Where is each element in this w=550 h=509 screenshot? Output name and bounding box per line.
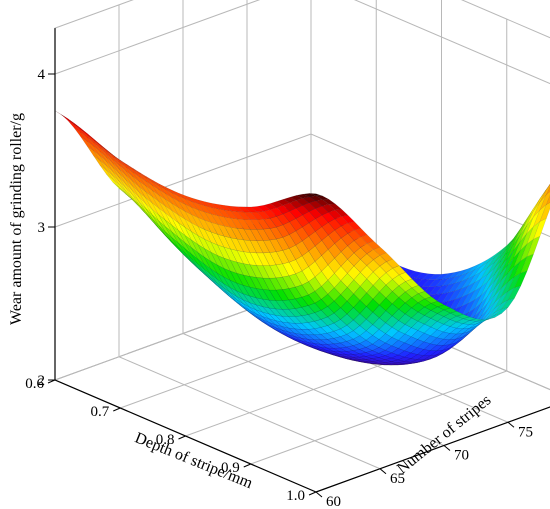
surface-facet	[520, 253, 534, 274]
y-axis-title: Number of stripes	[394, 392, 494, 478]
surface-facet	[545, 183, 550, 191]
surface-facet	[411, 285, 426, 294]
surface	[54, 110, 550, 366]
surface-facet	[353, 227, 368, 238]
y-tick-mark	[379, 468, 387, 475]
x-tick-label: 0.7	[91, 404, 110, 420]
x-tick-label: 1.0	[286, 488, 305, 504]
y-tick-label: 65	[390, 471, 405, 487]
surface-facet	[417, 291, 432, 300]
surface-facet	[462, 316, 477, 321]
surface-facet	[507, 285, 522, 301]
surface-facet	[545, 195, 550, 206]
y-tick-mark	[315, 491, 323, 498]
z-tick-label: 2	[38, 373, 46, 389]
surface-facet	[488, 313, 502, 320]
surface-facet	[539, 202, 550, 223]
surface-facet	[315, 195, 330, 200]
floor-grid-line-y	[182, 333, 445, 446]
x-tick-mark	[113, 407, 121, 412]
surface-facet	[539, 183, 550, 200]
y-tick-label: 60	[326, 494, 341, 509]
y-tick-mark	[443, 445, 451, 451]
x-tick-label: 0.6	[25, 376, 44, 392]
x-tick-label: 0.8	[156, 432, 175, 448]
surface-facet	[398, 272, 413, 282]
y-tick-mark	[507, 421, 515, 428]
surface-facet	[513, 270, 528, 289]
surface-facet	[456, 314, 471, 319]
surface-facet	[539, 184, 550, 203]
surface-facet	[309, 193, 323, 197]
surface-facet	[321, 199, 336, 205]
wall-grid-line-z	[54, 0, 550, 85]
surface-facet	[494, 307, 509, 316]
x-tick-mark	[308, 491, 317, 496]
surface-facet	[67, 120, 81, 133]
surface-facet	[385, 258, 400, 269]
y-tick-label: 70	[454, 448, 469, 464]
surface-facet	[366, 240, 381, 250]
z-tick-label: 4	[38, 67, 46, 83]
axes	[47, 28, 550, 498]
surface-facet	[526, 235, 541, 257]
surface-facet	[545, 186, 550, 196]
surface-facet	[475, 319, 489, 322]
z-tick-label: 3	[38, 220, 46, 236]
floor-grid-line-y	[118, 356, 381, 470]
x-tick-label: 0.9	[221, 460, 240, 476]
y-tick-label: 75	[518, 424, 533, 440]
surface-facet	[449, 310, 464, 317]
surface-facet	[469, 318, 483, 322]
surface-facet	[379, 252, 394, 262]
surface-facet	[539, 191, 550, 211]
z-axis-title: Wear amount of grinding roller/g	[8, 113, 25, 325]
surface-facet	[533, 218, 547, 240]
surface-facet	[347, 221, 362, 231]
tick-labels: 0.60.70.80.91.06065707580234	[25, 67, 533, 509]
x-tick-mark	[178, 435, 186, 440]
surface-facet	[424, 296, 439, 304]
x-tick-mark	[243, 463, 251, 468]
surface-facet	[392, 265, 406, 276]
